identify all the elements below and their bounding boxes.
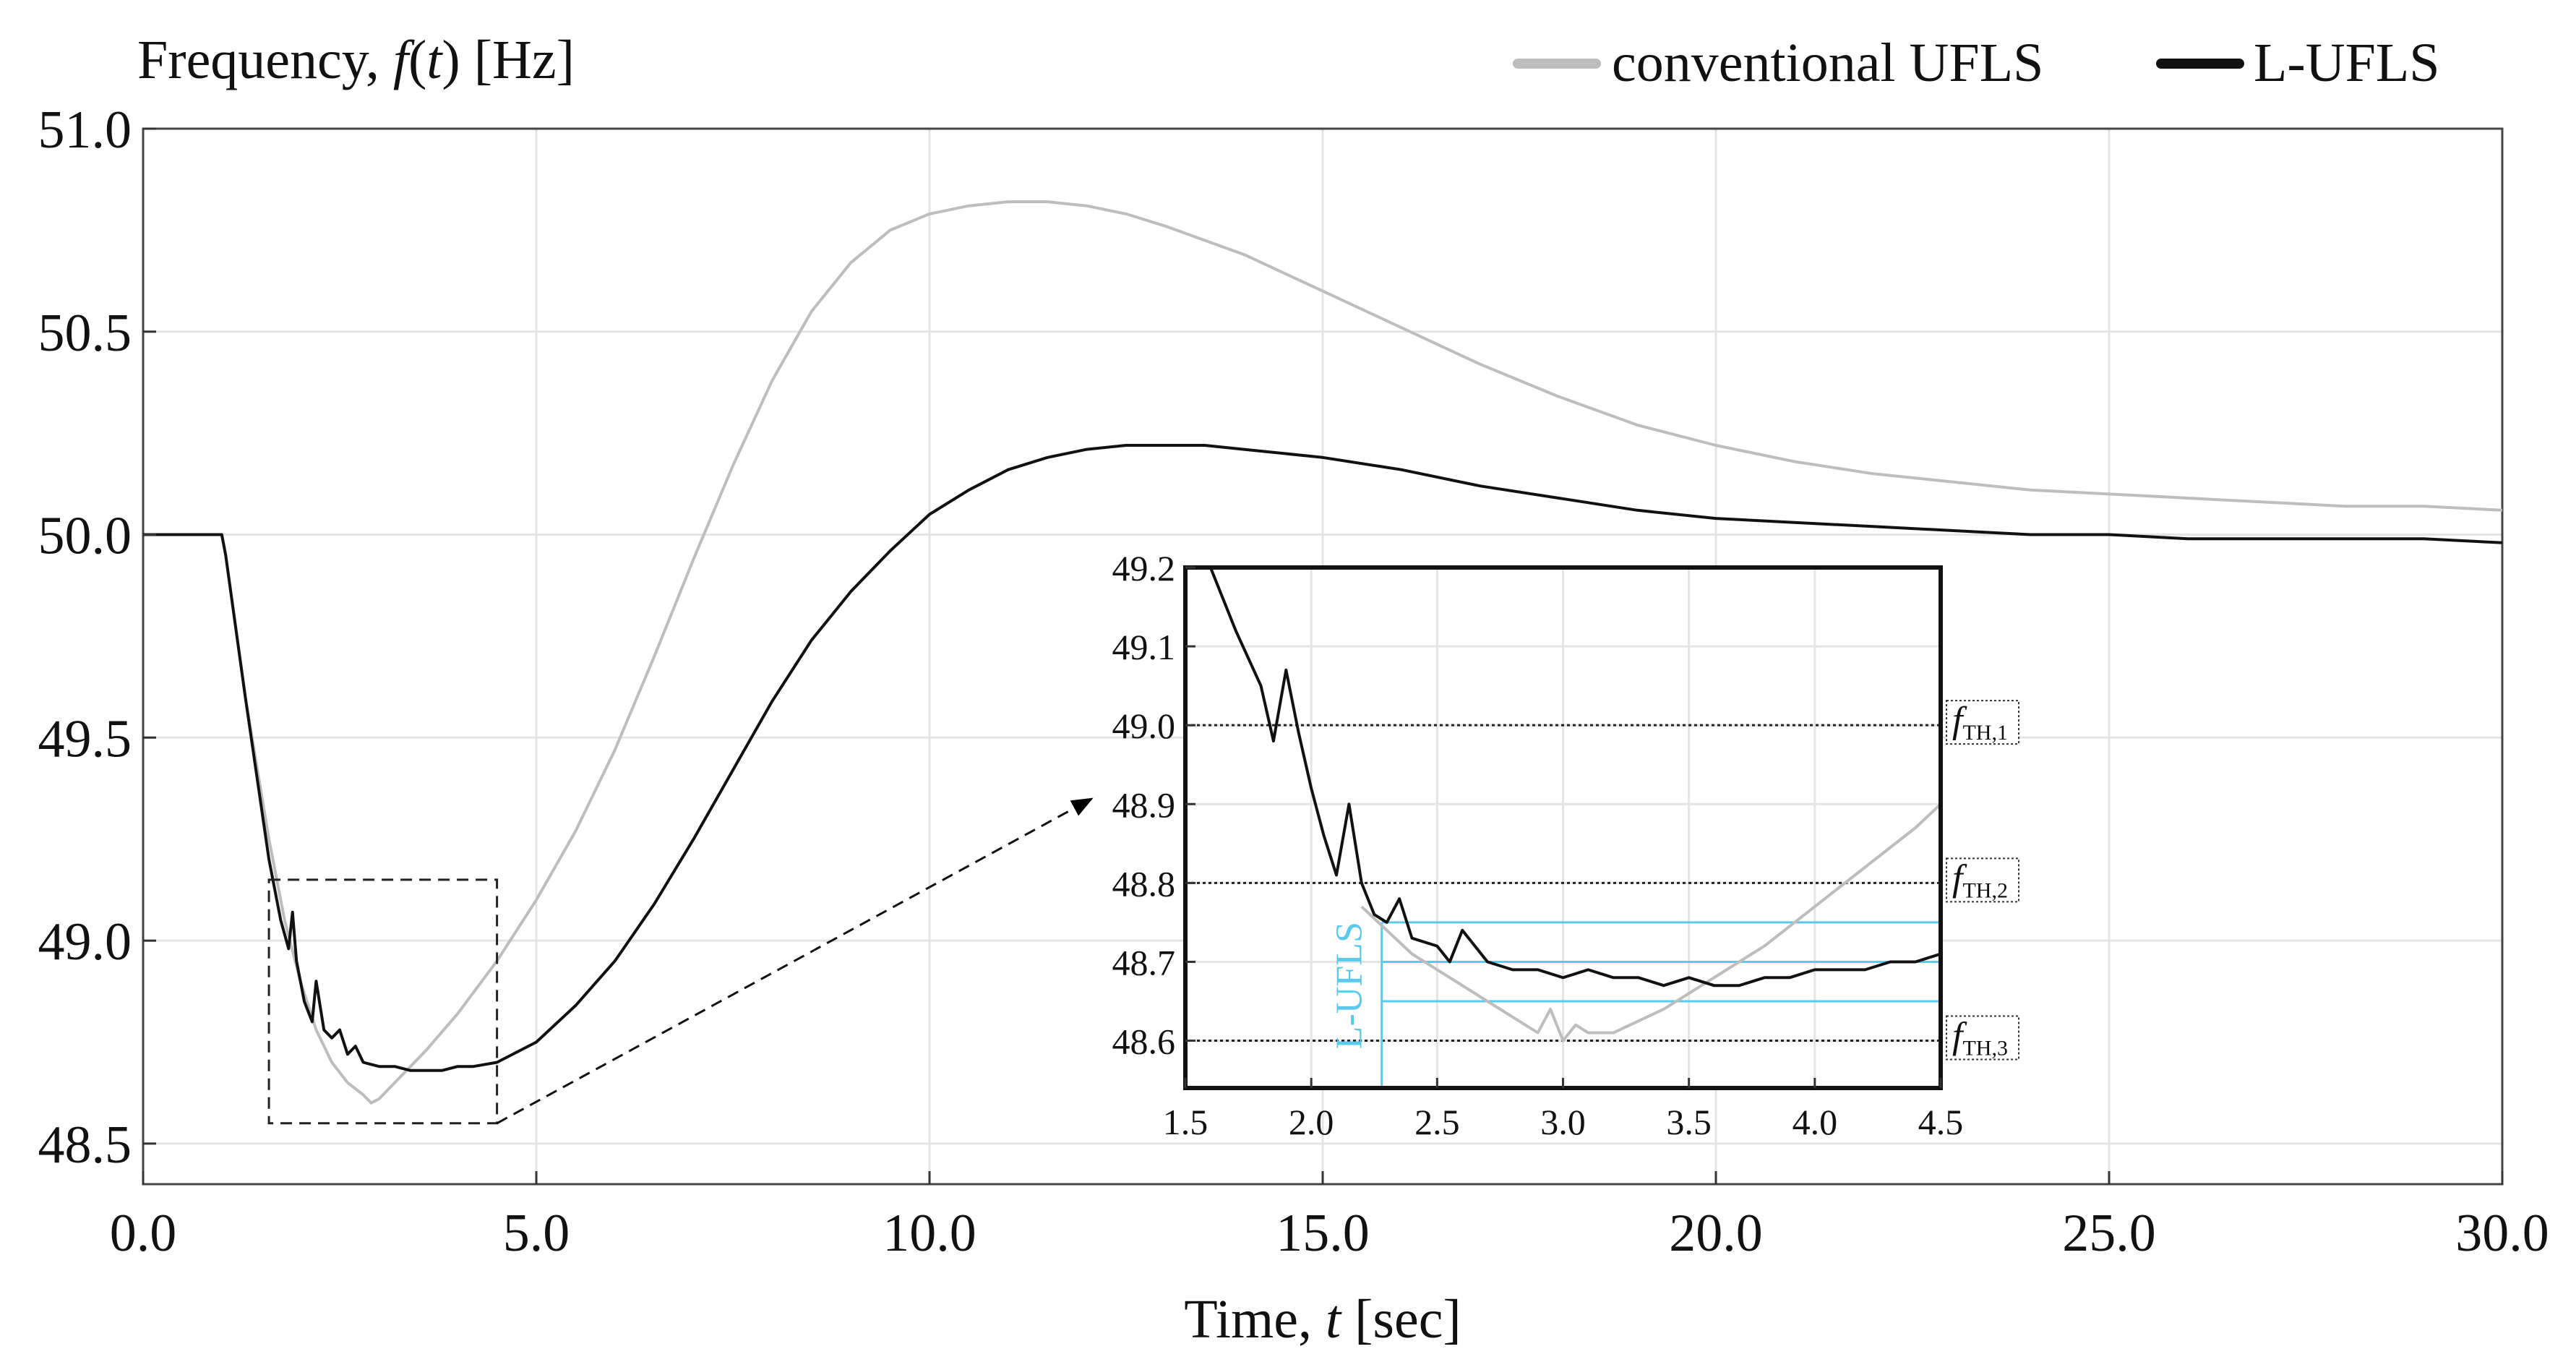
- inset-series-line-conventional: [1360, 802, 1941, 1042]
- y-axis-label: Frequency, f(t) [Hz]: [137, 30, 575, 90]
- main-x-ticks: 0.0 5.0 10.0 15.0 20.0 25.0 30.0: [110, 1171, 2549, 1263]
- inset-x-ticks: 1.5 2.0 2.5 3.0 3.5 4.0 4.5: [1163, 1078, 1964, 1142]
- inset-y-tick-label: 48.8: [1112, 863, 1176, 904]
- inset-y-tick-label: 48.6: [1112, 1021, 1176, 1062]
- threshold-label-box: [1946, 857, 2019, 903]
- inset-y-tick-label: 48.7: [1112, 942, 1176, 982]
- main-x-tick-label: 20.0: [1669, 1204, 1763, 1263]
- inset-y-tick-label: 49.1: [1112, 627, 1176, 667]
- inset-x-tick-label: 3.5: [1666, 1102, 1712, 1142]
- legend: conventional UFLS L-UFLS: [1513, 33, 2440, 93]
- x-axis-label: Time, t [sec]: [1184, 1289, 1461, 1350]
- inset-series: [1208, 568, 1941, 1042]
- inset-y-tick-label: 48.9: [1112, 784, 1176, 825]
- inset-y-tick-label: 49.0: [1112, 706, 1176, 746]
- series-line-conventional: [143, 200, 2503, 1105]
- main-x-tick-label: 15.0: [1276, 1204, 1370, 1263]
- main-y-tick-label: 49.0: [38, 912, 132, 972]
- inset-y-ticks: 48.6 48.7 48.8 48.9 49.0 49.1 49.2: [1112, 548, 1195, 1062]
- l-ufls-band-label: L-UFLS: [1329, 922, 1370, 1049]
- threshold-label-box: [1946, 1015, 2019, 1061]
- inset-series-line-lufls: [1208, 568, 1941, 988]
- inset-x-tick-label: 2.5: [1414, 1102, 1460, 1142]
- main-x-tick-label: 0.0: [110, 1204, 177, 1263]
- series-line-lufls: [143, 444, 2503, 1072]
- inset-band: [1381, 921, 1941, 1088]
- inset-x-tick-label: 1.5: [1163, 1102, 1208, 1142]
- zoom-box: [267, 878, 499, 1125]
- main-y-tick-label: 50.0: [38, 507, 132, 566]
- threshold-label: fTH,1: [1952, 700, 2008, 745]
- inset-x-tick-label: 2.0: [1289, 1102, 1334, 1142]
- inset-y-tick-label: 49.2: [1112, 548, 1176, 588]
- main-x-tick-label: 25.0: [2062, 1204, 2156, 1263]
- main-series: [143, 200, 2503, 1105]
- main-y-tick-label: 50.5: [38, 304, 132, 363]
- inset-plot: 1.5 2.0 2.5 3.0 3.5 4.0 4.5 48.6 48.7 48.8 48.9 49…: [1112, 548, 2019, 1142]
- inset-x-tick-label: 4.5: [1918, 1102, 1964, 1142]
- main-x-tick-label: 10.0: [883, 1204, 976, 1263]
- inset-x-tick-label: 3.0: [1540, 1102, 1586, 1142]
- main-y-ticks: 48.5 49.0 49.5 50.0 50.5 51.0: [38, 100, 156, 1175]
- legend-label-conventional: conventional UFLS: [1612, 33, 2043, 93]
- main-y-tick-label: 48.5: [38, 1115, 132, 1175]
- main-y-tick-label: 51.0: [38, 100, 132, 160]
- main-x-tick-label: 5.0: [503, 1204, 570, 1263]
- legend-label-lufls: L-UFLS: [2254, 33, 2440, 93]
- inset-x-tick-label: 4.0: [1793, 1102, 1838, 1142]
- threshold-label-box: [1946, 700, 2019, 745]
- main-plot: 0.0 5.0 10.0 15.0 20.0 25.0 30.0 48.5 49.0 49.5 5…: [38, 100, 2549, 1263]
- zoom-arrow: [496, 797, 1094, 1125]
- main-x-tick-label: 30.0: [2455, 1204, 2549, 1263]
- main-y-tick-label: 49.5: [38, 709, 132, 768]
